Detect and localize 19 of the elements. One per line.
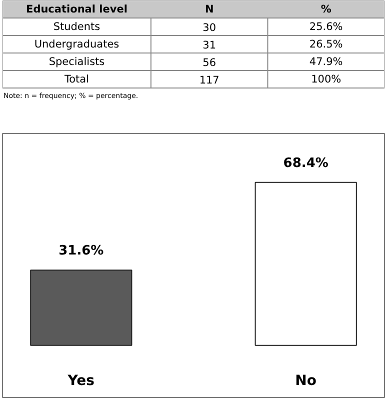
data-label: 68.4% [283,156,328,171]
data-label: 31.6% [58,244,104,259]
category-label: Students [53,20,100,33]
text: 31 [202,39,216,52]
category-label: Educational level [26,3,128,16]
x-tick-label: Yes [66,373,94,390]
text: 117 [199,74,220,86]
x-tick-label: No [295,373,317,390]
text: 47.9% [309,56,343,68]
category-label: Undergraduates [34,38,120,50]
text: 100% [311,73,342,86]
category-label: N [204,3,214,16]
text: 30 [202,22,216,34]
category-label: Total [64,73,89,86]
text: 26.5% [309,38,343,50]
category-label: % [320,3,332,16]
text: 56 [202,56,216,69]
category-label: Specialists [48,56,105,68]
text: 25.6% [309,20,343,33]
